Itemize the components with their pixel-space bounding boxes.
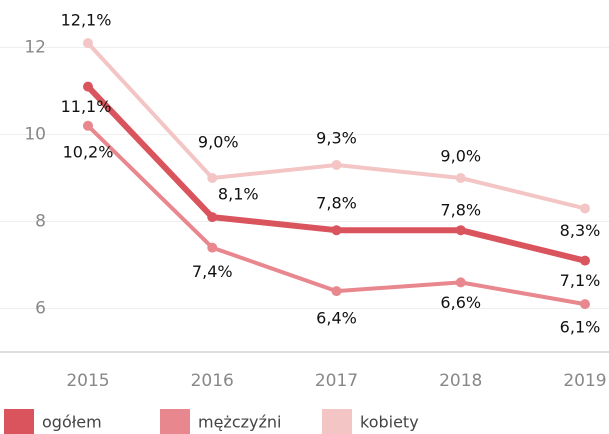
data-label: 8,1% — [218, 185, 259, 204]
x-tick-label: 2019 — [563, 371, 606, 391]
y-tick-label: 6 — [35, 299, 46, 319]
x-tick-label: 2016 — [191, 371, 234, 391]
marker — [331, 286, 342, 297]
legend-label: kobiety — [360, 413, 419, 432]
legend-label: ogółem — [42, 413, 102, 432]
legend-swatch — [4, 409, 34, 434]
marker — [83, 81, 93, 92]
data-label: 8,3% — [560, 221, 601, 240]
y-tick-label: 10 — [24, 125, 46, 145]
x-tick-label: 2017 — [315, 371, 358, 391]
marker — [207, 242, 218, 253]
data-label: 7,1% — [560, 271, 601, 290]
legend-label: mężczyźni — [198, 413, 281, 432]
data-label: 11,1% — [61, 97, 112, 116]
data-label: 12,1% — [61, 11, 112, 30]
y-tick-label: 12 — [24, 38, 46, 58]
data-label: 6,4% — [316, 309, 357, 328]
marker — [455, 277, 466, 288]
data-label: 9,0% — [198, 133, 239, 152]
marker — [83, 38, 93, 49]
line — [86, 41, 586, 211]
marker — [580, 255, 590, 266]
marker — [83, 120, 93, 131]
legend-swatch — [160, 409, 190, 434]
x-tick-label: 2018 — [439, 371, 482, 391]
data-label: 7,4% — [192, 262, 233, 281]
data-label: 9,0% — [440, 147, 481, 166]
marker — [207, 212, 218, 223]
data-label: 9,3% — [316, 128, 357, 147]
marker — [580, 299, 590, 310]
legend-swatch — [322, 409, 352, 434]
data-label: 10,2% — [63, 142, 114, 161]
marker — [580, 203, 590, 214]
marker — [455, 225, 466, 236]
data-label: 6,6% — [440, 293, 481, 312]
data-label: 7,8% — [440, 201, 481, 220]
marker — [331, 225, 342, 236]
data-label: 6,1% — [560, 318, 601, 337]
x-tick-label: 2015 — [66, 371, 109, 391]
y-tick-label: 8 — [35, 212, 46, 232]
data-label: 7,8% — [316, 194, 357, 213]
line — [86, 124, 586, 307]
marker — [455, 173, 466, 183]
marker — [207, 173, 218, 183]
marker — [331, 159, 342, 170]
